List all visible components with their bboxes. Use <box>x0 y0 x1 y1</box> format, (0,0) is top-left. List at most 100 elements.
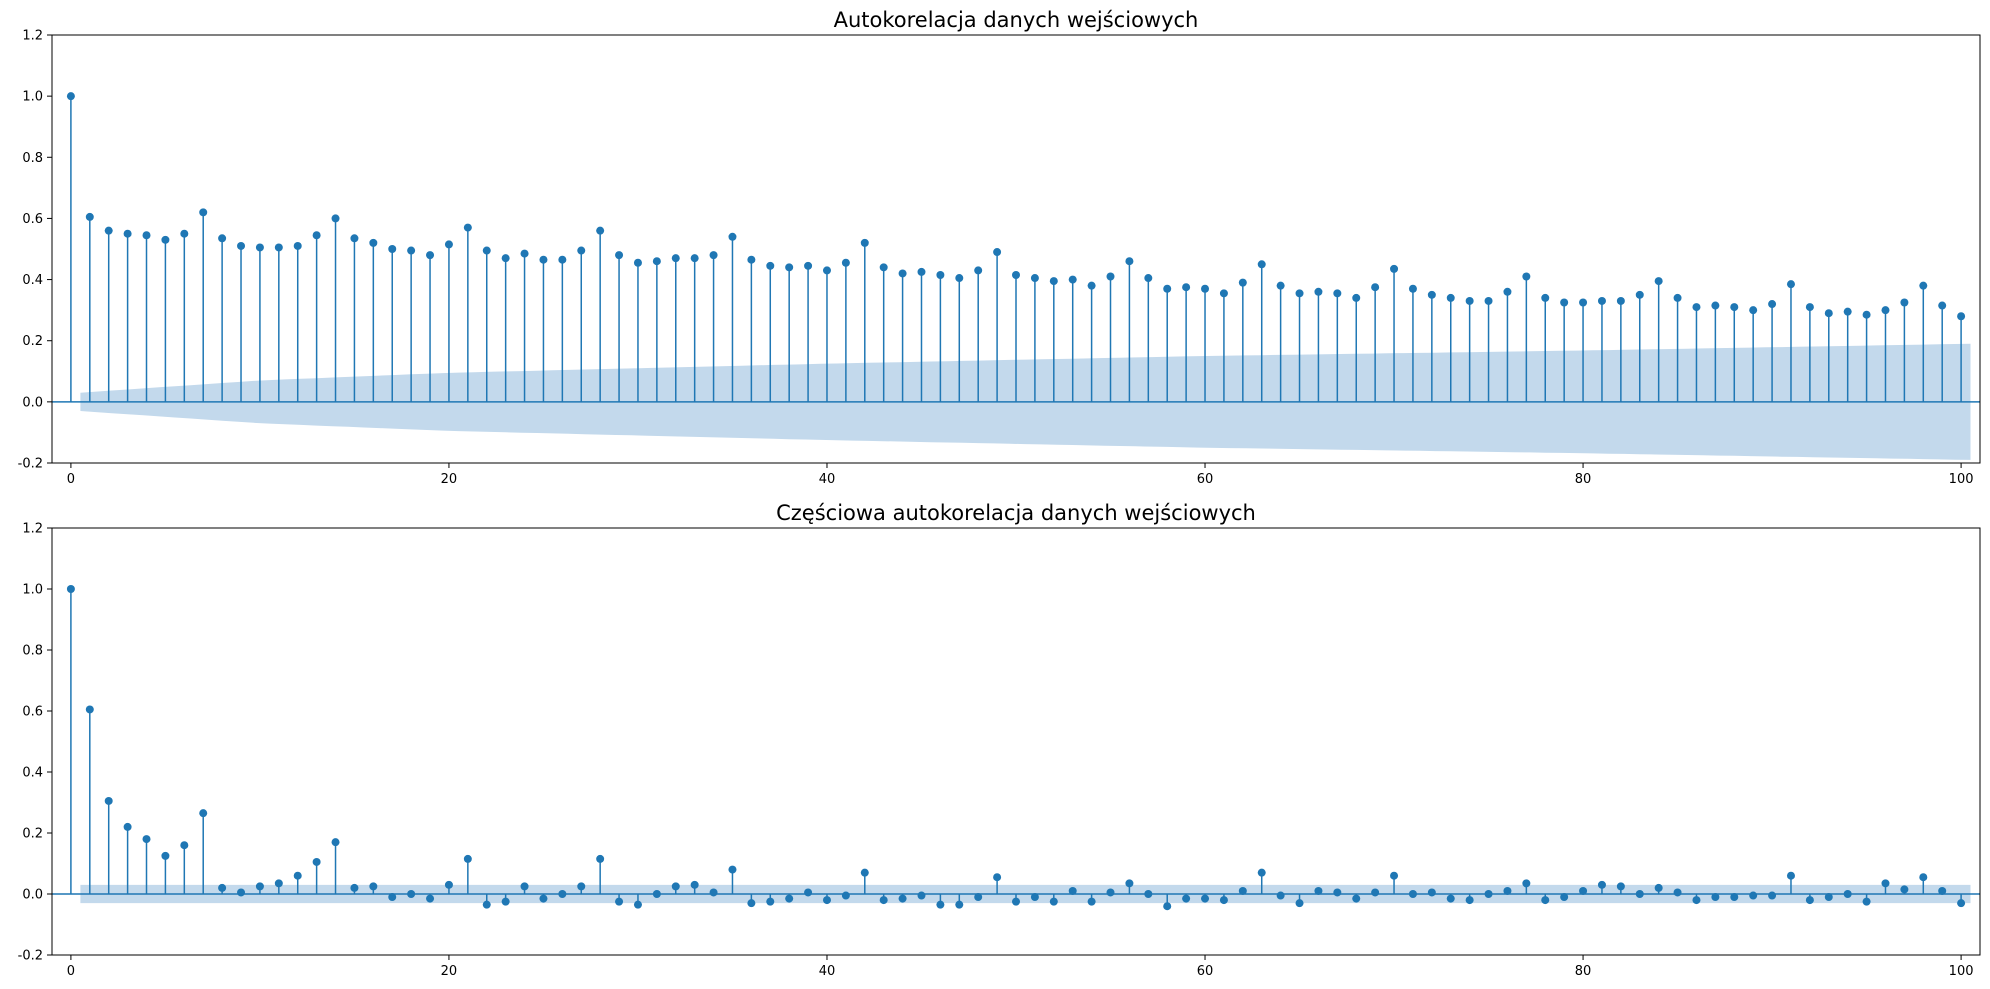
stem-marker <box>66 92 75 101</box>
stem-marker <box>993 248 1002 257</box>
stem-marker <box>1257 260 1266 269</box>
stem-marker <box>1635 290 1644 299</box>
x-tick-label: 0 <box>67 472 75 487</box>
y-tick-label: 0.2 <box>22 827 43 842</box>
stem-marker <box>822 896 831 905</box>
stem-marker <box>1900 298 1909 307</box>
stem-marker <box>1768 891 1777 900</box>
stem-marker <box>596 854 605 863</box>
stem-marker <box>1465 296 1474 305</box>
stem-marker <box>66 585 75 593</box>
stem-marker <box>180 229 189 238</box>
stem-marker <box>180 841 189 850</box>
stem-marker <box>1352 894 1361 903</box>
stem-marker <box>879 896 888 905</box>
stem-marker <box>1938 301 1947 310</box>
y-tick-label: 1.2 <box>22 522 43 537</box>
y-tick-label: -0.2 <box>18 457 43 472</box>
stem-marker <box>1087 897 1096 906</box>
stem-marker <box>1333 888 1342 897</box>
stem-marker <box>407 890 416 898</box>
stem-marker <box>1068 886 1077 895</box>
stem-marker <box>1427 888 1436 897</box>
x-tick-label: 100 <box>1949 964 1974 979</box>
stem-marker <box>520 882 529 891</box>
stem-marker <box>1049 897 1058 906</box>
stem-marker <box>1824 309 1833 318</box>
stem-marker <box>728 865 737 874</box>
stem-marker <box>501 254 510 263</box>
stem-marker <box>652 890 661 898</box>
stem-marker <box>671 882 680 891</box>
stem-marker <box>936 900 945 909</box>
stem-marker <box>1654 277 1663 286</box>
stem-marker <box>1390 264 1399 273</box>
chart-title: Częściowa autokorelacja danych wejściowy… <box>776 501 1256 525</box>
stem-marker <box>1295 899 1304 908</box>
y-tick-label: 0.4 <box>22 273 43 288</box>
stem-marker <box>822 266 831 275</box>
stem-marker <box>426 251 435 260</box>
stem-marker <box>1522 272 1531 281</box>
stem-marker <box>218 883 227 892</box>
stem-marker <box>1824 893 1833 902</box>
stem-marker <box>1201 894 1210 903</box>
pacf-panel: -0.2 0.0 0.2 0.4 0.6 0.8 1.0 1.2 0 20 40 60 80 100 Czę… <box>18 501 1981 979</box>
stem-marker <box>879 263 888 272</box>
stem-marker <box>917 891 926 900</box>
y-tick-label: 0.4 <box>22 766 43 781</box>
stem-marker <box>463 223 472 232</box>
stem-marker <box>1919 873 1928 882</box>
stem-marker <box>1182 894 1191 903</box>
stem-marker <box>237 888 246 897</box>
stem-marker <box>85 705 94 714</box>
stem-marker <box>1030 893 1039 902</box>
stem-marker <box>615 897 624 906</box>
stem-marker <box>1333 289 1342 298</box>
stem-marker <box>1012 270 1020 279</box>
stem-marker <box>728 232 737 241</box>
stem-marker <box>312 857 321 866</box>
stem-marker <box>1843 307 1852 316</box>
stem-marker <box>841 258 850 267</box>
y-tick-label: 0.6 <box>22 705 43 720</box>
stem-marker <box>255 882 264 891</box>
y-tick-label: 0.6 <box>22 212 43 227</box>
stem-marker <box>1541 293 1550 302</box>
stem-marker <box>633 258 642 267</box>
stem-marker <box>444 240 453 249</box>
stem-marker <box>1163 902 1172 911</box>
y-tick-label: 0.8 <box>22 151 43 166</box>
stem-marker <box>898 894 907 903</box>
stem-marker <box>1881 306 1890 315</box>
stem-marker <box>407 246 416 255</box>
stem-marker <box>1276 891 1285 900</box>
stem-marker <box>1673 293 1682 302</box>
stem-marker <box>1106 272 1115 281</box>
stem-marker <box>142 231 151 240</box>
stem-marker <box>747 255 756 264</box>
stem-marker <box>237 241 246 250</box>
stem-marker <box>539 894 548 903</box>
stem-marker <box>1219 289 1228 298</box>
y-tick-label: 0.0 <box>22 395 43 410</box>
stem-marker <box>255 243 264 252</box>
stem-marker <box>199 809 208 818</box>
stem-marker <box>501 897 510 906</box>
x-tick-label: 20 <box>441 472 458 487</box>
stem-marker <box>1125 257 1134 266</box>
stem-marker <box>1087 281 1096 290</box>
stem-marker <box>350 234 359 243</box>
stem-marker <box>955 900 964 909</box>
stem-marker <box>1938 886 1947 895</box>
stem-marker <box>1446 894 1455 903</box>
stem-marker <box>785 263 794 272</box>
stem-marker <box>785 894 794 903</box>
stem-marker <box>1314 886 1323 895</box>
y-tick-label: -0.2 <box>18 949 43 964</box>
stem-marker <box>1862 310 1871 319</box>
stem-marker <box>350 883 359 892</box>
stem-marker <box>463 854 472 863</box>
stem-marker <box>577 246 586 255</box>
